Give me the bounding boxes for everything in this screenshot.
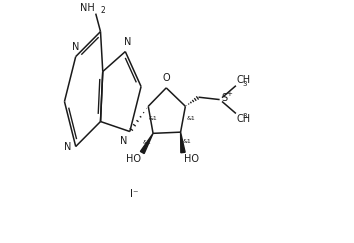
- Text: &1: &1: [187, 116, 195, 121]
- Text: O: O: [162, 73, 170, 83]
- Text: +: +: [226, 91, 232, 97]
- Text: 2: 2: [101, 6, 105, 15]
- Text: 3: 3: [242, 113, 247, 119]
- Text: &1: &1: [183, 139, 192, 144]
- Text: N: N: [124, 37, 131, 47]
- Polygon shape: [141, 133, 153, 154]
- Text: 3: 3: [242, 81, 247, 87]
- Text: HO: HO: [184, 154, 199, 165]
- Text: &1: &1: [149, 116, 158, 121]
- Text: N: N: [72, 42, 79, 52]
- Polygon shape: [181, 132, 185, 153]
- Text: CH: CH: [236, 75, 251, 85]
- Text: &1: &1: [143, 140, 152, 145]
- Text: HO: HO: [126, 154, 141, 165]
- Text: N: N: [64, 141, 72, 152]
- Text: I⁻: I⁻: [130, 189, 138, 200]
- Text: N: N: [120, 136, 127, 146]
- Text: CH: CH: [236, 114, 251, 124]
- Text: NH: NH: [80, 3, 95, 13]
- Text: S: S: [222, 93, 228, 103]
